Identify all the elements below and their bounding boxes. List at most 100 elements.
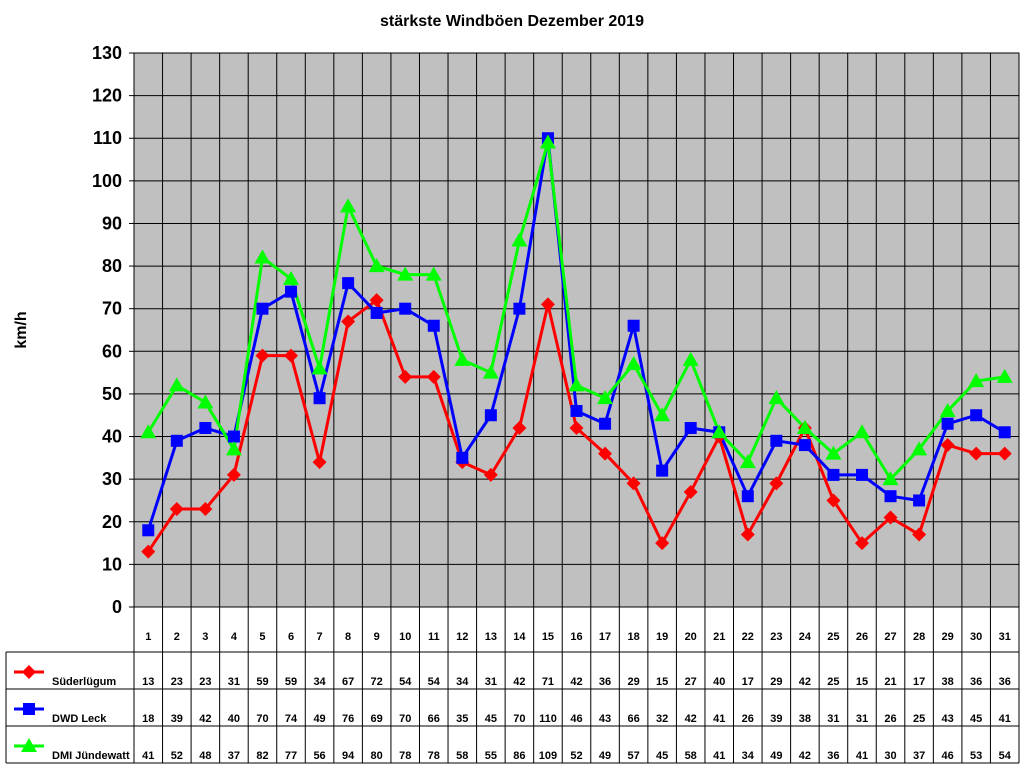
table-value-series-3: 37 bbox=[228, 750, 240, 762]
x-tick-label: 5 bbox=[259, 631, 265, 643]
table-value-series-3: 78 bbox=[399, 750, 411, 762]
data-point-series-3 bbox=[539, 134, 556, 149]
data-point-series-1 bbox=[883, 510, 898, 525]
y-tick-label: 70 bbox=[102, 299, 122, 319]
table-value-series-3: 34 bbox=[742, 750, 755, 762]
table-value-series-2: 41 bbox=[713, 713, 725, 725]
data-point-series-3 bbox=[482, 364, 499, 379]
data-point-series-3 bbox=[996, 368, 1013, 383]
data-point-series-1 bbox=[426, 369, 441, 384]
x-tick-label: 19 bbox=[656, 631, 668, 643]
table-value-series-1: 42 bbox=[513, 676, 525, 688]
table-value-series-3: 41 bbox=[142, 750, 154, 762]
y-tick-label: 60 bbox=[102, 341, 122, 361]
data-point-series-1 bbox=[912, 527, 927, 542]
table-value-series-2: 70 bbox=[256, 713, 268, 725]
x-tick-label: 9 bbox=[374, 631, 380, 643]
data-point-series-2 bbox=[285, 285, 298, 298]
y-tick-label: 10 bbox=[102, 554, 122, 574]
table-value-series-1: 25 bbox=[827, 676, 839, 688]
data-point-series-1 bbox=[169, 501, 184, 516]
table-value-series-3: 80 bbox=[371, 750, 383, 762]
data-point-series-1 bbox=[969, 446, 984, 461]
x-tick-label: 22 bbox=[742, 631, 754, 643]
y-tick-label: 120 bbox=[92, 86, 122, 106]
table-value-series-3: 82 bbox=[256, 750, 268, 762]
table-value-series-2: 45 bbox=[485, 713, 497, 725]
x-tick-label: 12 bbox=[456, 631, 468, 643]
table-value-series-2: 35 bbox=[456, 713, 468, 725]
data-point-series-1 bbox=[540, 297, 555, 312]
table-value-series-3: 52 bbox=[570, 750, 582, 762]
table-value-series-3: 42 bbox=[799, 750, 811, 762]
data-point-series-1 bbox=[512, 421, 527, 436]
data-point-series-1 bbox=[826, 493, 841, 508]
chart-title: stärkste Windböen Dezember 2019 bbox=[380, 13, 644, 30]
table-value-series-1: 29 bbox=[770, 676, 782, 688]
table-value-series-2: 45 bbox=[970, 713, 982, 725]
x-tick-label: 21 bbox=[713, 631, 725, 643]
data-point-series-3 bbox=[911, 441, 928, 456]
plot-background bbox=[133, 52, 1020, 608]
data-point-series-3 bbox=[597, 390, 614, 405]
data-point-series-1 bbox=[854, 536, 869, 551]
table-value-series-3: 36 bbox=[827, 750, 839, 762]
x-tick-label: 16 bbox=[570, 631, 582, 643]
table-value-series-1: 59 bbox=[256, 676, 268, 688]
table-value-series-1: 59 bbox=[285, 676, 297, 688]
legend-marker-series-2 bbox=[23, 703, 35, 715]
data-point-series-3 bbox=[140, 424, 157, 439]
table-value-series-3: 77 bbox=[285, 750, 297, 762]
x-tick-label: 28 bbox=[913, 631, 925, 643]
x-tick-label: 23 bbox=[770, 631, 782, 643]
data-point-series-1 bbox=[626, 476, 641, 491]
table-value-series-3: 41 bbox=[856, 750, 868, 762]
legend-label-series-2: DWD Leck bbox=[52, 713, 107, 725]
x-tick-label: 3 bbox=[202, 631, 208, 643]
data-point-series-2 bbox=[884, 490, 897, 503]
y-tick-label: 20 bbox=[102, 512, 122, 532]
table-value-series-1: 36 bbox=[599, 676, 611, 688]
x-tick-label: 6 bbox=[288, 631, 294, 643]
x-tick-label: 24 bbox=[799, 631, 812, 643]
data-point-series-2 bbox=[484, 409, 497, 422]
data-point-series-2 bbox=[370, 306, 383, 319]
table-value-series-2: 31 bbox=[856, 713, 868, 725]
data-point-series-3 bbox=[882, 471, 899, 486]
legend-label-series-1: Süderlügum bbox=[52, 676, 116, 688]
x-tick-label: 29 bbox=[942, 631, 954, 643]
data-point-series-3 bbox=[168, 377, 185, 392]
data-point-series-2 bbox=[170, 434, 183, 447]
data-point-series-2 bbox=[142, 524, 155, 537]
table-value-series-1: 21 bbox=[884, 676, 896, 688]
data-point-series-1 bbox=[226, 467, 241, 482]
table-value-series-2: 40 bbox=[228, 713, 240, 725]
table-value-series-1: 15 bbox=[856, 676, 868, 688]
table-value-series-2: 39 bbox=[171, 713, 183, 725]
data-point-series-2 bbox=[342, 277, 355, 290]
table-value-series-3: 53 bbox=[970, 750, 982, 762]
table-value-series-2: 25 bbox=[913, 713, 925, 725]
y-tick-label: 30 bbox=[102, 469, 122, 489]
table-value-series-2: 110 bbox=[539, 713, 557, 725]
table-value-series-1: 54 bbox=[428, 676, 441, 688]
data-point-series-1 bbox=[141, 544, 156, 559]
data-point-series-3 bbox=[511, 232, 528, 247]
x-tick-label: 4 bbox=[231, 631, 238, 643]
x-tick-label: 30 bbox=[970, 631, 982, 643]
data-point-series-1 bbox=[398, 369, 413, 384]
legend-marker-series-1 bbox=[22, 665, 36, 679]
x-tick-label: 7 bbox=[317, 631, 323, 643]
table-value-series-2: 38 bbox=[799, 713, 811, 725]
data-point-series-1 bbox=[198, 501, 213, 516]
data-point-series-2 bbox=[827, 468, 840, 481]
x-tick-label: 25 bbox=[827, 631, 839, 643]
y-tick-label: 80 bbox=[102, 256, 122, 276]
x-tick-label: 8 bbox=[345, 631, 351, 643]
legend-label-series-3: DMI Jündewatt bbox=[52, 750, 130, 762]
table-value-series-2: 32 bbox=[656, 713, 668, 725]
table-value-series-2: 66 bbox=[428, 713, 440, 725]
table-value-series-3: 49 bbox=[770, 750, 782, 762]
data-point-series-3 bbox=[739, 454, 756, 469]
